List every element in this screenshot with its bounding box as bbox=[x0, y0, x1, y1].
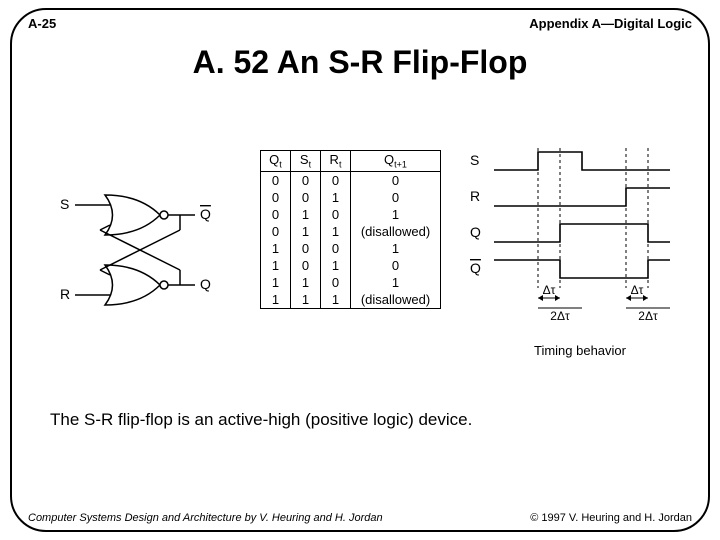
svg-text:2Δτ: 2Δτ bbox=[638, 309, 658, 323]
svg-text:Δτ: Δτ bbox=[543, 283, 556, 297]
table-cell: 1 bbox=[291, 274, 321, 291]
table-cell: 0 bbox=[291, 189, 321, 206]
table-row: 111(disallowed) bbox=[261, 291, 441, 309]
table-cell: 0 bbox=[291, 171, 321, 189]
table-cell: (disallowed) bbox=[351, 223, 441, 240]
table-cell: 0 bbox=[351, 257, 441, 274]
table-cell: 1 bbox=[321, 257, 351, 274]
timing-caption: Timing behavior bbox=[470, 343, 690, 358]
table-cell: 1 bbox=[321, 223, 351, 240]
circuit-svg: S R Q Q bbox=[60, 180, 230, 320]
table-cell: 1 bbox=[261, 291, 291, 309]
table-cell: (disallowed) bbox=[351, 291, 441, 309]
table-cell: 1 bbox=[291, 206, 321, 223]
timing-diagram: SRQQΔτΔτ2Δτ2Δτ Timing behavior bbox=[470, 148, 690, 338]
table-cell: 1 bbox=[321, 291, 351, 309]
table-cell: 0 bbox=[321, 171, 351, 189]
table-cell: 1 bbox=[261, 274, 291, 291]
table-cell: 1 bbox=[291, 223, 321, 240]
table-row: 011(disallowed) bbox=[261, 223, 441, 240]
truth-header: St bbox=[291, 151, 321, 172]
table-cell: 1 bbox=[291, 291, 321, 309]
table-cell: 0 bbox=[261, 189, 291, 206]
table-cell: 1 bbox=[261, 257, 291, 274]
circuit-label-r: R bbox=[60, 286, 70, 302]
timing-signal-label: Q bbox=[470, 260, 481, 276]
circuit-label-q: Q bbox=[200, 276, 211, 292]
table-row: 1101 bbox=[261, 274, 441, 291]
body-text: The S-R flip-flop is an active-high (pos… bbox=[50, 410, 472, 430]
table-cell: 0 bbox=[261, 171, 291, 189]
table-row: 0010 bbox=[261, 189, 441, 206]
page-title: A. 52 An S-R Flip-Flop bbox=[0, 44, 720, 81]
table-cell: 0 bbox=[351, 189, 441, 206]
svg-text:2Δτ: 2Δτ bbox=[550, 309, 570, 323]
table-cell: 1 bbox=[351, 274, 441, 291]
header-right: Appendix A—Digital Logic bbox=[529, 16, 692, 31]
table-cell: 0 bbox=[291, 240, 321, 257]
truth-table: QtStRtQt+1000000100101011(disallowed)100… bbox=[260, 150, 441, 309]
table-cell: 0 bbox=[351, 171, 441, 189]
circuit-label-s: S bbox=[60, 196, 69, 212]
table-cell: 0 bbox=[291, 257, 321, 274]
table-cell: 0 bbox=[321, 240, 351, 257]
circuit-label-qbar: Q bbox=[200, 206, 211, 222]
footer-left: Computer Systems Design and Architecture… bbox=[28, 512, 383, 524]
timing-signal-label: Q bbox=[470, 224, 481, 240]
table-row: 0101 bbox=[261, 206, 441, 223]
table-cell: 0 bbox=[321, 274, 351, 291]
truth-header: Qt bbox=[261, 151, 291, 172]
timing-signal-label: S bbox=[470, 152, 479, 168]
truth-header: Rt bbox=[321, 151, 351, 172]
table-cell: 0 bbox=[261, 223, 291, 240]
table-cell: 1 bbox=[321, 189, 351, 206]
svg-text:Δτ: Δτ bbox=[631, 283, 644, 297]
table-cell: 1 bbox=[351, 240, 441, 257]
table-cell: 1 bbox=[261, 240, 291, 257]
table-row: 0000 bbox=[261, 171, 441, 189]
timing-signal-label: R bbox=[470, 188, 480, 204]
table-cell: 0 bbox=[321, 206, 351, 223]
footer-right: © 1997 V. Heuring and H. Jordan bbox=[530, 512, 692, 524]
timing-svg: S R Q Q Δτ Δτ 2Δτ 2Δτ bbox=[470, 148, 690, 338]
header-left: A-25 bbox=[28, 16, 56, 31]
truth-header: Qt+1 bbox=[351, 151, 441, 172]
table-cell: 0 bbox=[261, 206, 291, 223]
table-row: 1010 bbox=[261, 257, 441, 274]
table-cell: 1 bbox=[351, 206, 441, 223]
circuit-diagram: S R Q Q bbox=[60, 180, 230, 320]
table-row: 1001 bbox=[261, 240, 441, 257]
